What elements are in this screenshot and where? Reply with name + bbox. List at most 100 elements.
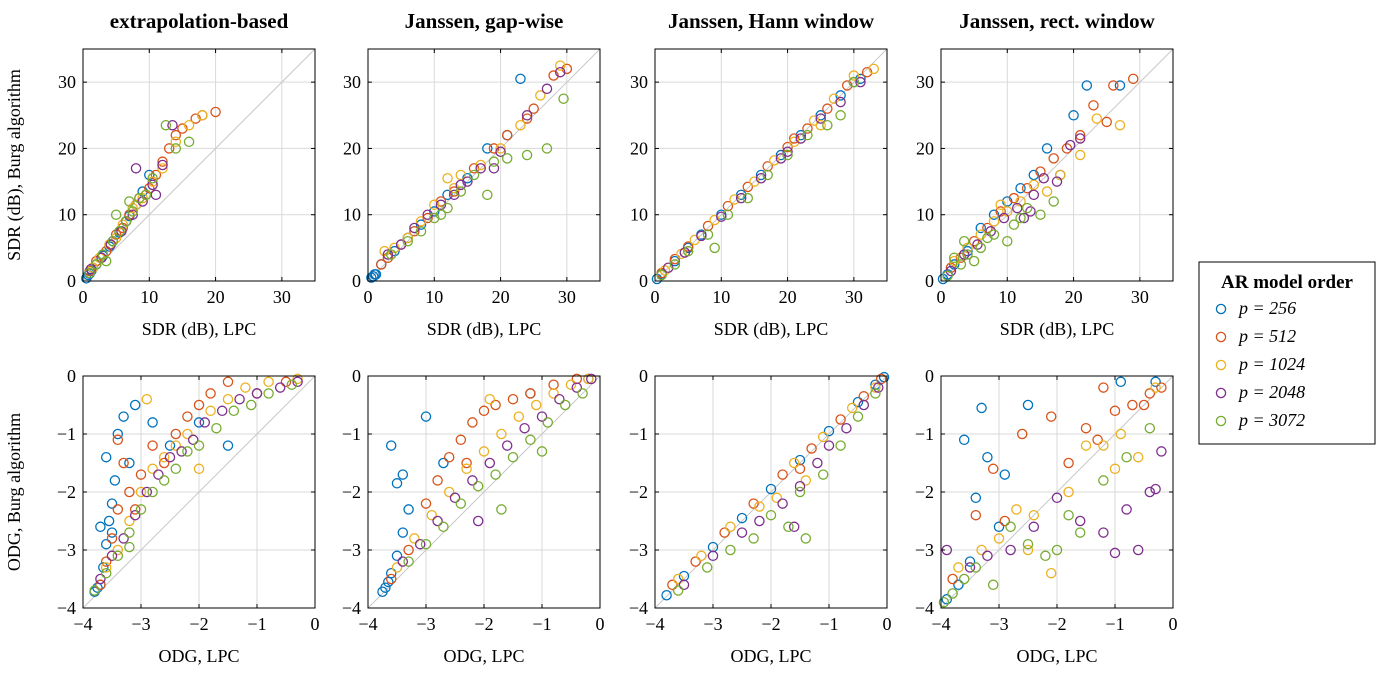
data-point — [1028, 521, 1040, 533]
data-point — [170, 440, 182, 451]
data-point — [170, 463, 182, 475]
data-point — [558, 93, 569, 104]
legend-marker — [1215, 331, 1227, 343]
data-point — [1011, 202, 1023, 214]
data-point — [120, 216, 132, 227]
data-point — [835, 96, 846, 108]
data-point — [777, 498, 788, 509]
data-point — [1156, 446, 1167, 457]
data-point — [835, 90, 846, 101]
panel-r1-c3: −4 −3 −2 −1 0 −4 −3 −2 −1 0 ODG, LPC — [915, 366, 1178, 666]
data-point — [1002, 196, 1013, 207]
data-point — [964, 556, 976, 567]
data-point — [748, 533, 759, 544]
data-point — [490, 469, 501, 480]
data-point — [554, 66, 566, 78]
data-point — [228, 405, 240, 417]
data-point — [1150, 382, 1161, 393]
x-axis-label: ODG, LPC — [158, 646, 239, 666]
y-axis-label: ODG, Burg algorithm — [4, 413, 24, 571]
data-point — [725, 521, 736, 533]
data-point — [193, 463, 205, 475]
data-point — [947, 573, 958, 585]
x-axis-label: ODG, LPC — [443, 646, 524, 666]
series-4 — [403, 388, 588, 567]
data-point — [846, 402, 858, 414]
data-point — [958, 249, 970, 260]
data-point — [414, 538, 426, 550]
series-2 — [949, 113, 1126, 267]
legend-entry: p = 512 — [1237, 326, 1296, 346]
data-point — [110, 209, 122, 220]
data-point — [953, 579, 964, 591]
data-point — [858, 399, 870, 411]
x-tick-label: 20 — [779, 287, 797, 307]
data-point — [565, 379, 577, 390]
data-point — [561, 63, 573, 75]
data-point — [1080, 422, 1092, 434]
series-4 — [656, 76, 860, 281]
legend-entry: p = 2048 — [1237, 382, 1305, 402]
data-point — [1008, 192, 1020, 204]
data-point — [415, 219, 427, 230]
y-tick-label: −4 — [57, 598, 76, 618]
data-point — [841, 80, 853, 91]
identity-line — [654, 48, 888, 282]
x-tick-label: −1 — [819, 614, 838, 634]
data-point — [702, 229, 714, 240]
data-point — [495, 143, 506, 154]
data-point — [976, 402, 987, 414]
data-point — [449, 492, 461, 504]
panel-r0-c0: 0 10 20 30 0 10 20 30 SDR (dB), LPC SDR (dB), Bur… — [4, 48, 316, 340]
data-point — [158, 475, 170, 486]
data-point — [1051, 492, 1063, 504]
x-tick-label: −3 — [989, 614, 1008, 634]
data-point — [1088, 100, 1099, 111]
data-point — [656, 269, 667, 281]
series-2 — [379, 60, 566, 257]
data-point — [716, 211, 727, 222]
x-tick-label: 0 — [596, 614, 605, 634]
data-point — [507, 451, 519, 463]
data-point — [422, 212, 433, 224]
data-point — [782, 149, 793, 161]
data-point — [112, 434, 124, 446]
data-point — [170, 428, 182, 440]
data-point — [765, 509, 777, 521]
data-point — [1081, 80, 1093, 91]
data-point — [742, 192, 754, 204]
data-point — [1055, 169, 1066, 181]
data-point — [1144, 422, 1156, 434]
data-point — [147, 417, 158, 428]
data-point — [955, 259, 967, 270]
data-point — [521, 149, 533, 161]
data-point — [1051, 544, 1063, 556]
data-point — [823, 440, 835, 451]
data-point — [725, 544, 736, 556]
x-tick-label: −2 — [1047, 614, 1066, 634]
data-point — [150, 169, 162, 181]
data-point — [160, 119, 172, 131]
data-point — [426, 509, 438, 521]
data-point — [1091, 113, 1103, 124]
data-point — [1040, 550, 1051, 562]
data-point — [1045, 567, 1057, 579]
y-tick-label: −2 — [629, 482, 648, 502]
identity-line — [82, 375, 316, 609]
data-point — [993, 533, 1005, 544]
data-point — [1074, 527, 1086, 538]
data-point — [1041, 143, 1053, 154]
data-point — [548, 379, 559, 390]
data-point — [515, 73, 526, 85]
data-point — [672, 585, 684, 596]
data-point — [765, 483, 777, 495]
data-point — [109, 475, 121, 486]
data-point — [1035, 209, 1046, 220]
data-point — [124, 527, 135, 538]
axes-frame — [82, 48, 316, 282]
data-point — [1015, 182, 1026, 194]
panel-r1-c0: −4 −3 −2 −1 0 −4 −3 −2 −1 0 ODG, LPC ODG, Burg algo… — [4, 366, 320, 666]
data-point — [802, 129, 813, 141]
data-point — [127, 202, 138, 214]
